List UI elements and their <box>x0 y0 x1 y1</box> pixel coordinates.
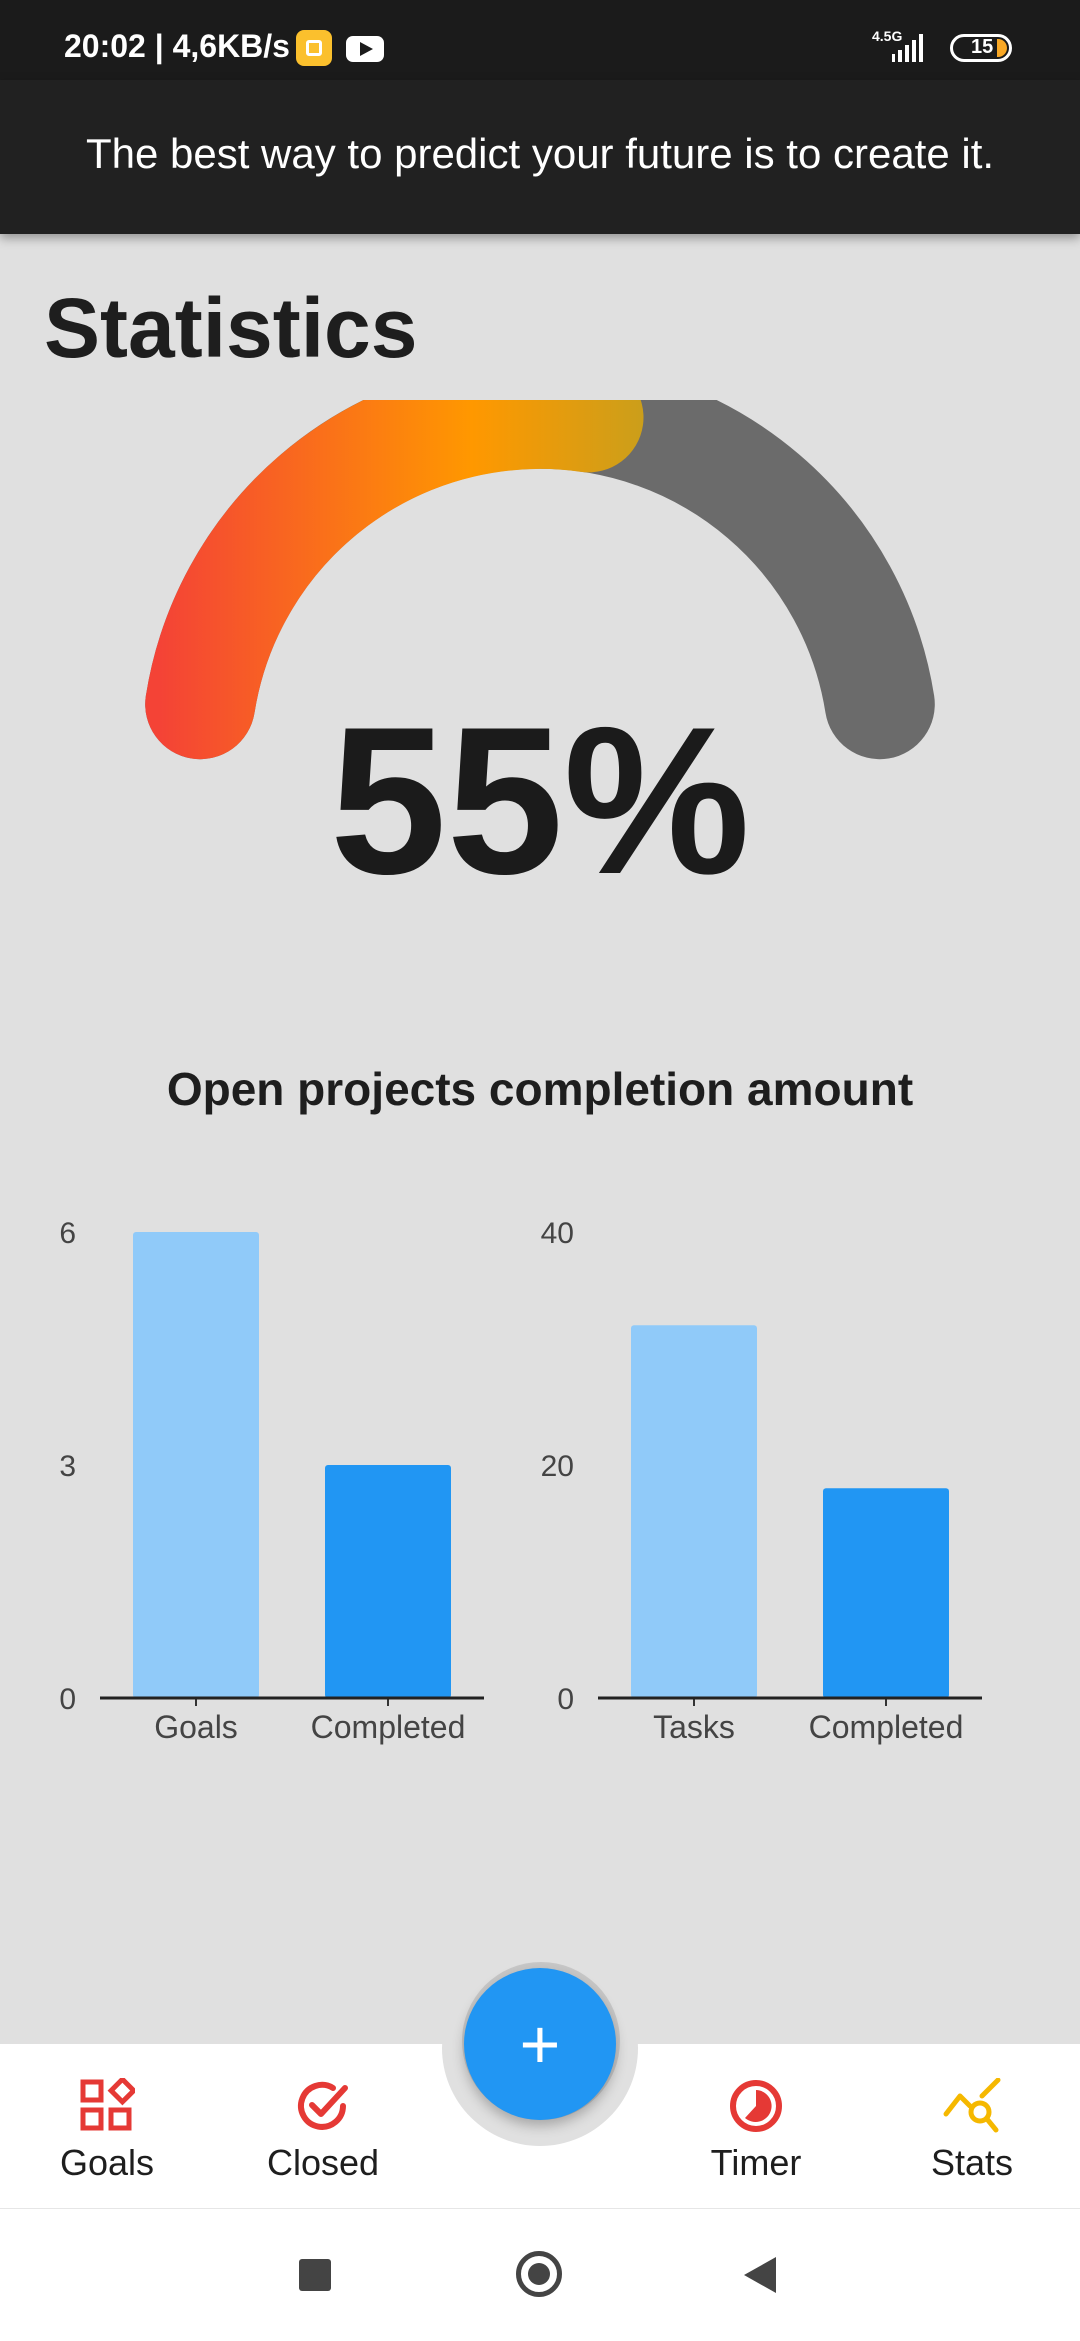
battery-icon: 15 <box>950 34 1012 62</box>
add-button[interactable]: + <box>464 1968 616 2120</box>
system-navigation-bar <box>0 2208 1080 2341</box>
quote-header: The best way to predict your future is t… <box>0 80 1080 234</box>
goals-y-tick-0: 0 <box>59 1683 76 1716</box>
tasks-bar-1 <box>823 1488 949 1698</box>
tasks-bar-0 <box>631 1325 757 1698</box>
nav-item-goals[interactable]: Goals <box>17 2070 197 2183</box>
check-circle-icon <box>298 2081 348 2130</box>
tasks-x-label-1: Completed <box>809 1709 964 1745</box>
nav-label-goals: Goals <box>59 2142 155 2183</box>
network-type-label: 4.5G <box>872 28 903 44</box>
goals-bar-1 <box>325 1465 451 1698</box>
tasks-bar-chart: 0 20 40 Tasks Completed <box>541 1217 982 1745</box>
nav-item-timer[interactable]: Timer <box>666 2070 846 2183</box>
plus-icon: + <box>519 2005 561 2083</box>
goals-x-label-0: Goals <box>154 1709 238 1745</box>
battery-percent: 15 <box>971 36 994 58</box>
notification-app-icon <box>296 30 332 66</box>
nav-label-timer: Timer <box>710 2142 802 2183</box>
goals-bar-0 <box>133 1232 259 1698</box>
tasks-x-label-0: Tasks <box>653 1709 735 1745</box>
tasks-y-tick-0: 0 <box>557 1683 574 1716</box>
battery-level <box>997 39 1007 57</box>
goals-y-tick-2: 6 <box>59 1217 76 1250</box>
timer-icon <box>730 2080 782 2132</box>
signal-icon <box>892 34 923 62</box>
home-icon[interactable] <box>516 2251 562 2297</box>
goals-x-label-1: Completed <box>311 1709 466 1745</box>
nav-item-closed[interactable]: Closed <box>233 2070 413 2183</box>
back-icon[interactable] <box>744 2257 776 2293</box>
nav-label-stats: Stats <box>930 2142 1014 2183</box>
stats-icon <box>943 2078 1001 2133</box>
goals-icon <box>80 2078 135 2131</box>
page-title: Statistics <box>44 281 418 375</box>
status-time: 20:02 | 4,6KB/s <box>64 28 290 64</box>
chart-section-title: Open projects completion amount <box>166 1063 914 1115</box>
quote-text: The best way to predict your future is t… <box>85 130 995 177</box>
recent-apps-icon[interactable] <box>299 2259 331 2291</box>
youtube-icon <box>346 36 384 62</box>
nav-label-closed: Closed <box>266 2142 380 2183</box>
tasks-y-tick-1: 20 <box>541 1450 574 1483</box>
status-bar: 20:02 | 4,6KB/s 4.5G 15 <box>0 0 1080 80</box>
completion-gauge <box>145 400 935 760</box>
completion-percentage: 55% <box>329 683 751 918</box>
gauge-progress <box>145 400 644 760</box>
tasks-y-tick-2: 40 <box>541 1217 574 1250</box>
goals-bar-chart: 0 3 6 Goals Completed <box>59 1217 484 1745</box>
nav-item-stats[interactable]: Stats <box>882 2070 1062 2183</box>
goals-y-tick-1: 3 <box>59 1450 76 1483</box>
